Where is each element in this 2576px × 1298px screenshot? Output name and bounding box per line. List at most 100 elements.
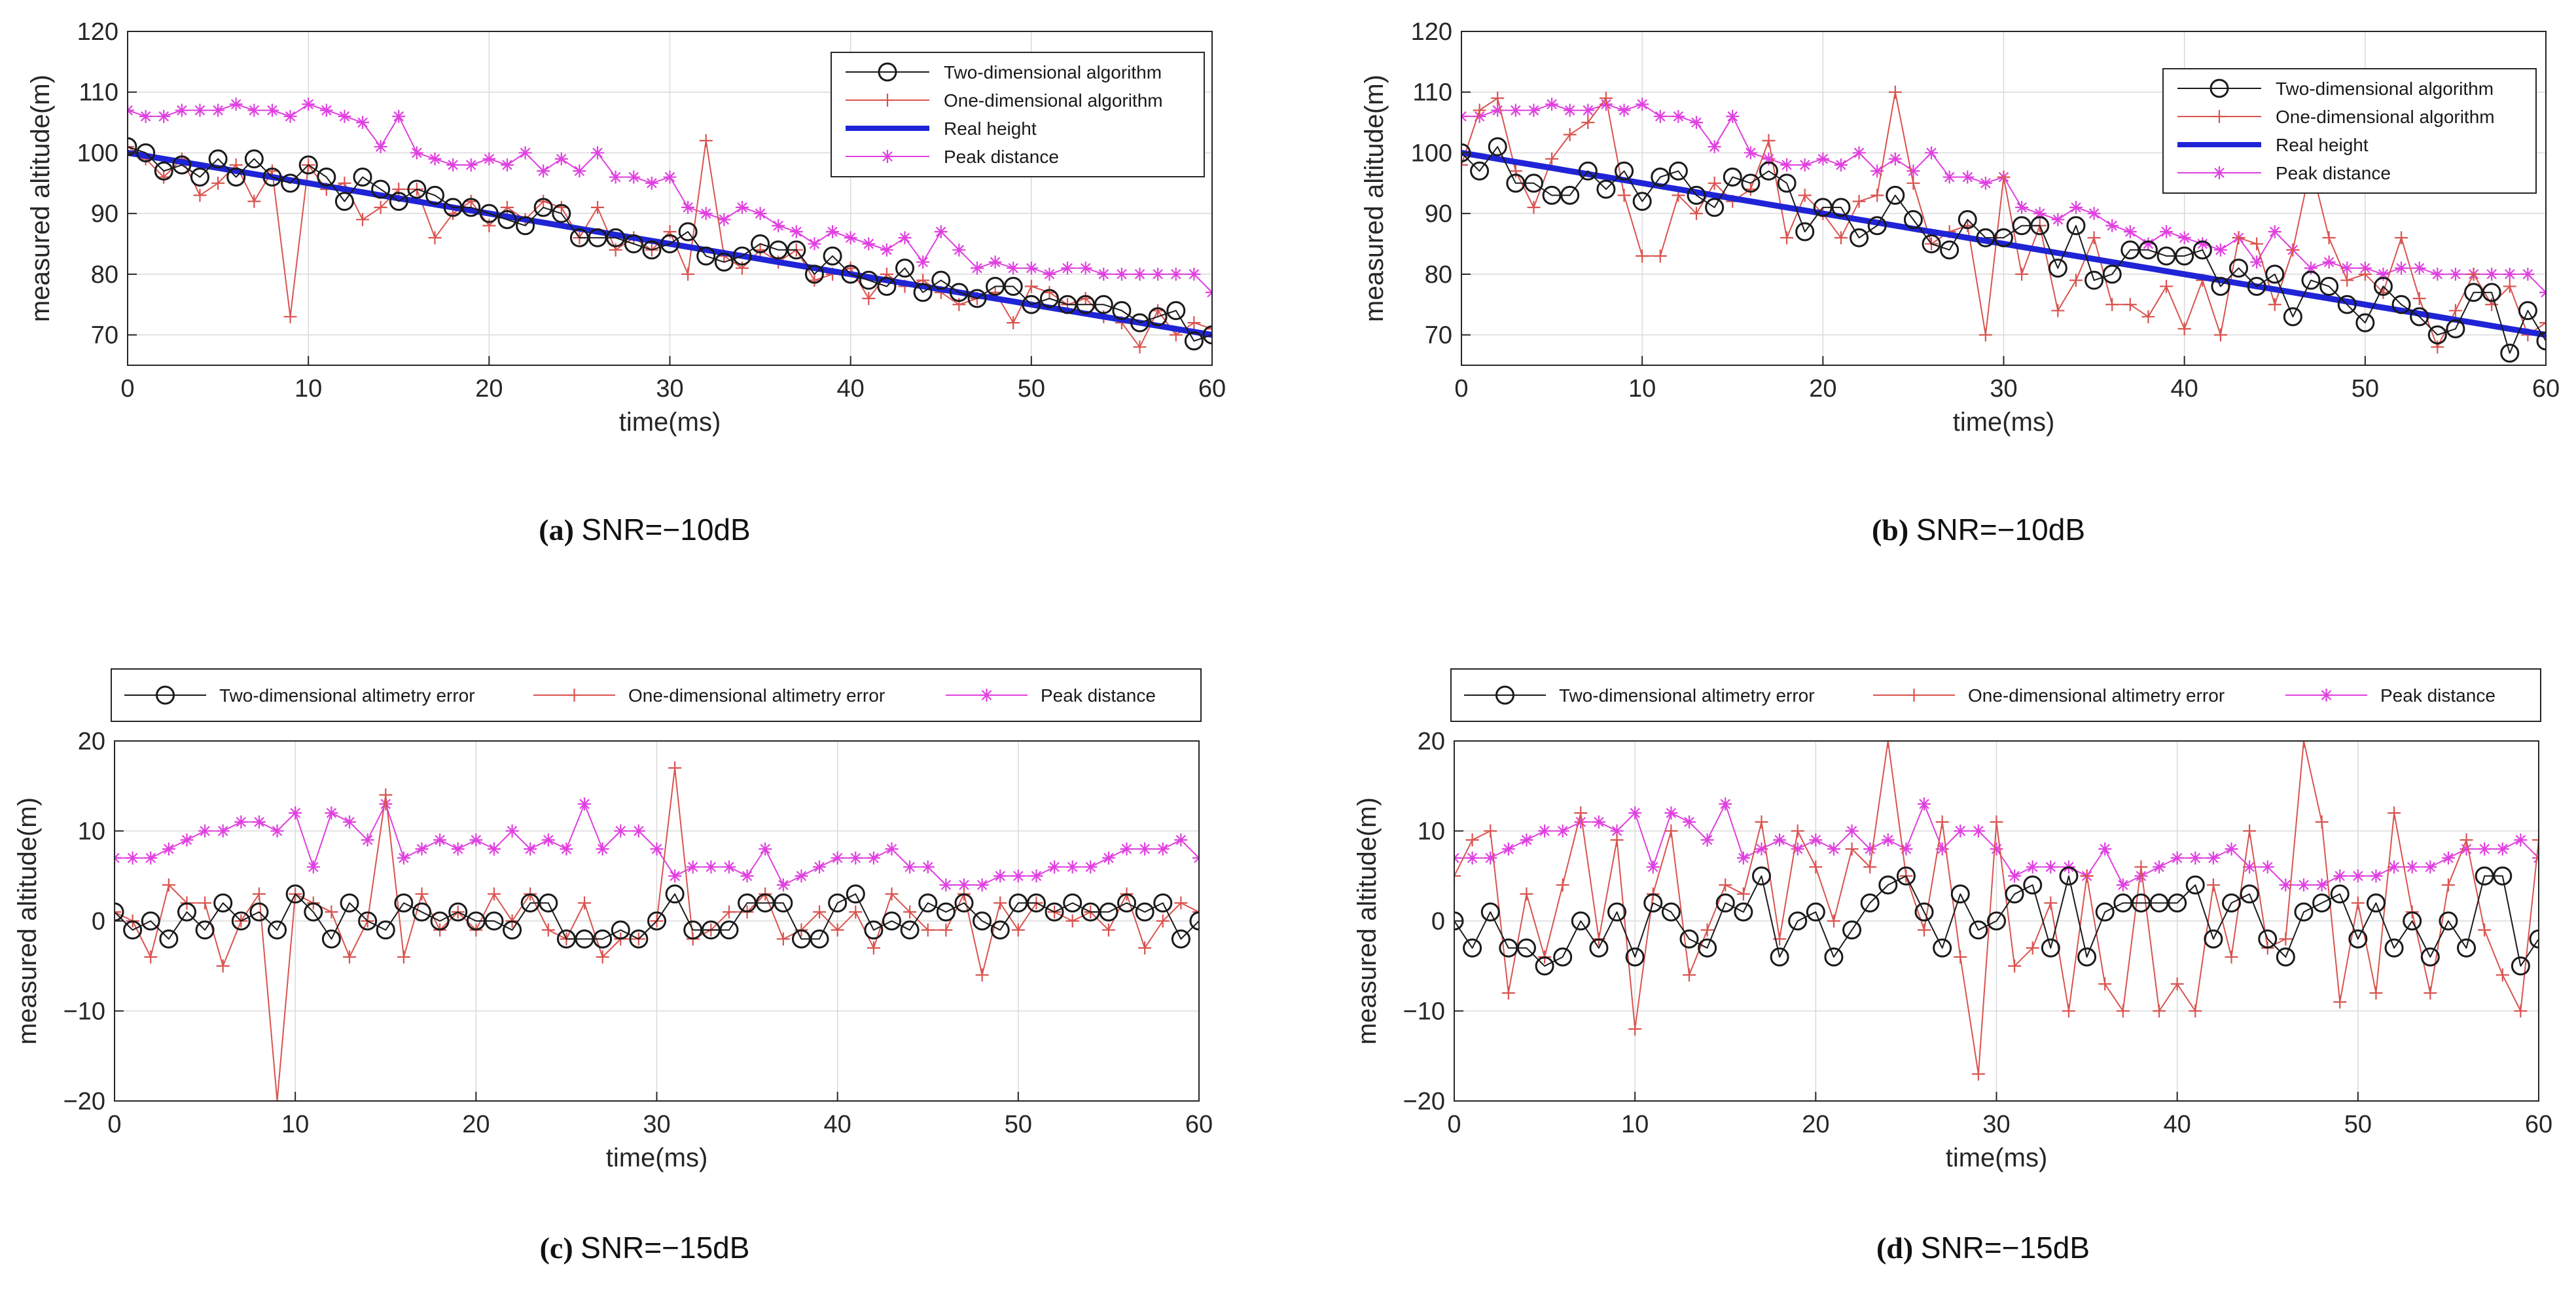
data-point-two-dimensional-algorithm: [479, 204, 499, 223]
data-point-one-dimensional-altimetry-error: [1174, 896, 1188, 910]
data-point-one-dimensional-algorithm: [464, 194, 478, 208]
x-tick-label: 50: [2352, 375, 2379, 403]
data-point-peak-distance: [433, 833, 447, 847]
data-point-one-dimensional-altimetry-error: [198, 896, 212, 910]
caption-text: SNR=−15dB: [1921, 1231, 2090, 1265]
data-point-two-dimensional-algorithm: [1596, 179, 1616, 199]
data-point-peak-distance: [2250, 255, 2264, 269]
data-point-one-dimensional-algorithm: [1079, 292, 1092, 305]
data-point-peak-distance: [379, 797, 393, 811]
data-point-one-dimensional-algorithm: [1653, 249, 1667, 263]
data-point-peak-distance: [2177, 231, 2191, 245]
data-point-two-dimensional-algorithm: [1560, 185, 1580, 205]
data-point-one-dimensional-altimetry-error: [343, 950, 357, 964]
data-point-two-dimensional-algorithm: [2301, 270, 2321, 290]
data-point-one-dimensional-altimetry-error: [2026, 941, 2039, 955]
data-point-two-dimensional-altimetry-error: [1553, 947, 1573, 967]
data-point-one-dimensional-altimetry-error: [2496, 968, 2509, 982]
data-point-two-dimensional-algorithm: [425, 185, 444, 205]
data-point-one-dimensional-algorithm: [808, 274, 821, 287]
data-point-one-dimensional-altimetry-error: [1664, 824, 1678, 838]
data-point-peak-distance: [1646, 860, 1660, 874]
data-point-peak-distance: [722, 860, 736, 874]
data-point-one-dimensional-algorithm: [2105, 298, 2119, 312]
data-point-peak-distance: [2514, 833, 2528, 847]
data-point-peak-distance: [880, 243, 893, 257]
data-point-two-dimensional-altimetry-error: [1607, 902, 1627, 922]
x-axis-label: time(ms): [619, 408, 721, 437]
data-point-two-dimensional-algorithm: [768, 240, 788, 260]
data-point-peak-distance: [2026, 860, 2039, 874]
data-point-peak-distance: [1545, 98, 1559, 111]
data-point-two-dimensional-altimetry-error: [340, 893, 359, 912]
data-point-two-dimensional-altimetry-error: [846, 884, 865, 904]
data-point-two-dimensional-altimetry-error: [2149, 893, 2169, 912]
data-point-peak-distance: [1097, 267, 1111, 281]
data-point-peak-distance: [2485, 267, 2499, 281]
data-point-peak-distance: [1007, 261, 1020, 275]
data-point-one-dimensional-altimetry-error: [144, 950, 158, 964]
data-point-one-dimensional-altimetry-error: [1990, 815, 2003, 829]
data-point-two-dimensional-altimetry-error: [412, 902, 431, 922]
legend-swatch-marker: [156, 685, 175, 705]
data-point-one-dimensional-altimetry-error: [379, 788, 393, 802]
legend-label: One-dimensional altimetry error: [1968, 685, 2225, 706]
data-point-peak-distance: [302, 98, 315, 111]
data-point-one-dimensional-algorithm: [1744, 183, 1757, 196]
data-point-two-dimensional-altimetry-error: [213, 893, 233, 912]
panel-caption: (b) SNR=−10dB: [1872, 513, 2085, 547]
data-point-two-dimensional-altimetry-error: [249, 902, 269, 922]
x-tick-label: 40: [2164, 1111, 2191, 1138]
data-point-one-dimensional-algorithm: [2503, 279, 2516, 293]
data-point-peak-distance: [524, 842, 537, 856]
data-point-one-dimensional-algorithm: [1978, 328, 1992, 342]
data-point-two-dimensional-altimetry-error: [1589, 938, 1609, 958]
data-point-peak-distance: [921, 860, 935, 874]
data-point-peak-distance: [1024, 261, 1038, 275]
data-point-one-dimensional-altimetry-error: [1918, 923, 1931, 937]
series-group: [115, 761, 1199, 1101]
data-point-two-dimensional-algorithm: [1039, 289, 1059, 308]
x-tick-label: 30: [656, 375, 683, 403]
data-point-one-dimensional-algorithm: [2069, 274, 2083, 287]
data-point-two-dimensional-altimetry-error: [195, 920, 215, 940]
data-point-peak-distance: [1484, 851, 1497, 865]
data-point-one-dimensional-algorithm: [356, 213, 370, 226]
x-tick-label: 50: [1005, 1111, 1032, 1138]
data-point-peak-distance: [970, 261, 984, 275]
data-point-peak-distance: [415, 842, 429, 856]
data-point-two-dimensional-algorithm: [2229, 259, 2249, 278]
data-point-two-dimensional-altimetry-error: [1171, 929, 1190, 948]
data-point-one-dimensional-algorithm: [554, 200, 568, 214]
data-point-two-dimensional-altimetry-error: [1715, 893, 1735, 912]
x-tick-label: 0: [107, 1111, 121, 1138]
data-point-two-dimensional-altimetry-error: [376, 920, 395, 940]
data-point-two-dimensional-altimetry-error: [701, 920, 721, 940]
data-point-two-dimensional-altimetry-error: [2529, 929, 2539, 948]
data-point-peak-distance: [795, 869, 808, 883]
data-point-peak-distance: [283, 109, 297, 123]
data-point-two-dimensional-altimetry-error: [268, 920, 287, 940]
data-point-two-dimensional-altimetry-error: [159, 929, 179, 948]
data-point-peak-distance: [229, 98, 243, 111]
data-point-one-dimensional-altimetry-error: [2441, 878, 2455, 892]
data-point-peak-distance: [867, 851, 880, 865]
data-point-peak-distance: [753, 207, 767, 221]
legend-label: Peak distance: [2276, 163, 2391, 183]
data-point-two-dimensional-algorithm: [2211, 276, 2230, 296]
data-point-two-dimensional-altimetry-error: [2348, 929, 2368, 948]
data-point-one-dimensional-algorithm: [1527, 200, 1541, 214]
data-point-one-dimensional-algorithm: [2250, 237, 2264, 251]
data-point-peak-distance: [541, 833, 555, 847]
data-point-peak-distance: [1563, 103, 1577, 117]
data-point-one-dimensional-altimetry-error: [1845, 842, 1859, 856]
data-point-two-dimensional-altimetry-error: [973, 911, 992, 931]
data-point-peak-distance: [1133, 267, 1147, 281]
data-point-peak-distance: [446, 158, 460, 171]
data-point-peak-distance: [338, 109, 351, 123]
data-point-two-dimensional-altimetry-error: [2457, 938, 2477, 958]
data-point-two-dimensional-algorithm: [497, 209, 517, 229]
data-point-peak-distance: [2478, 842, 2492, 856]
caption-letter: (b): [1872, 513, 1916, 547]
data-point-two-dimensional-algorithm: [1094, 295, 1113, 314]
